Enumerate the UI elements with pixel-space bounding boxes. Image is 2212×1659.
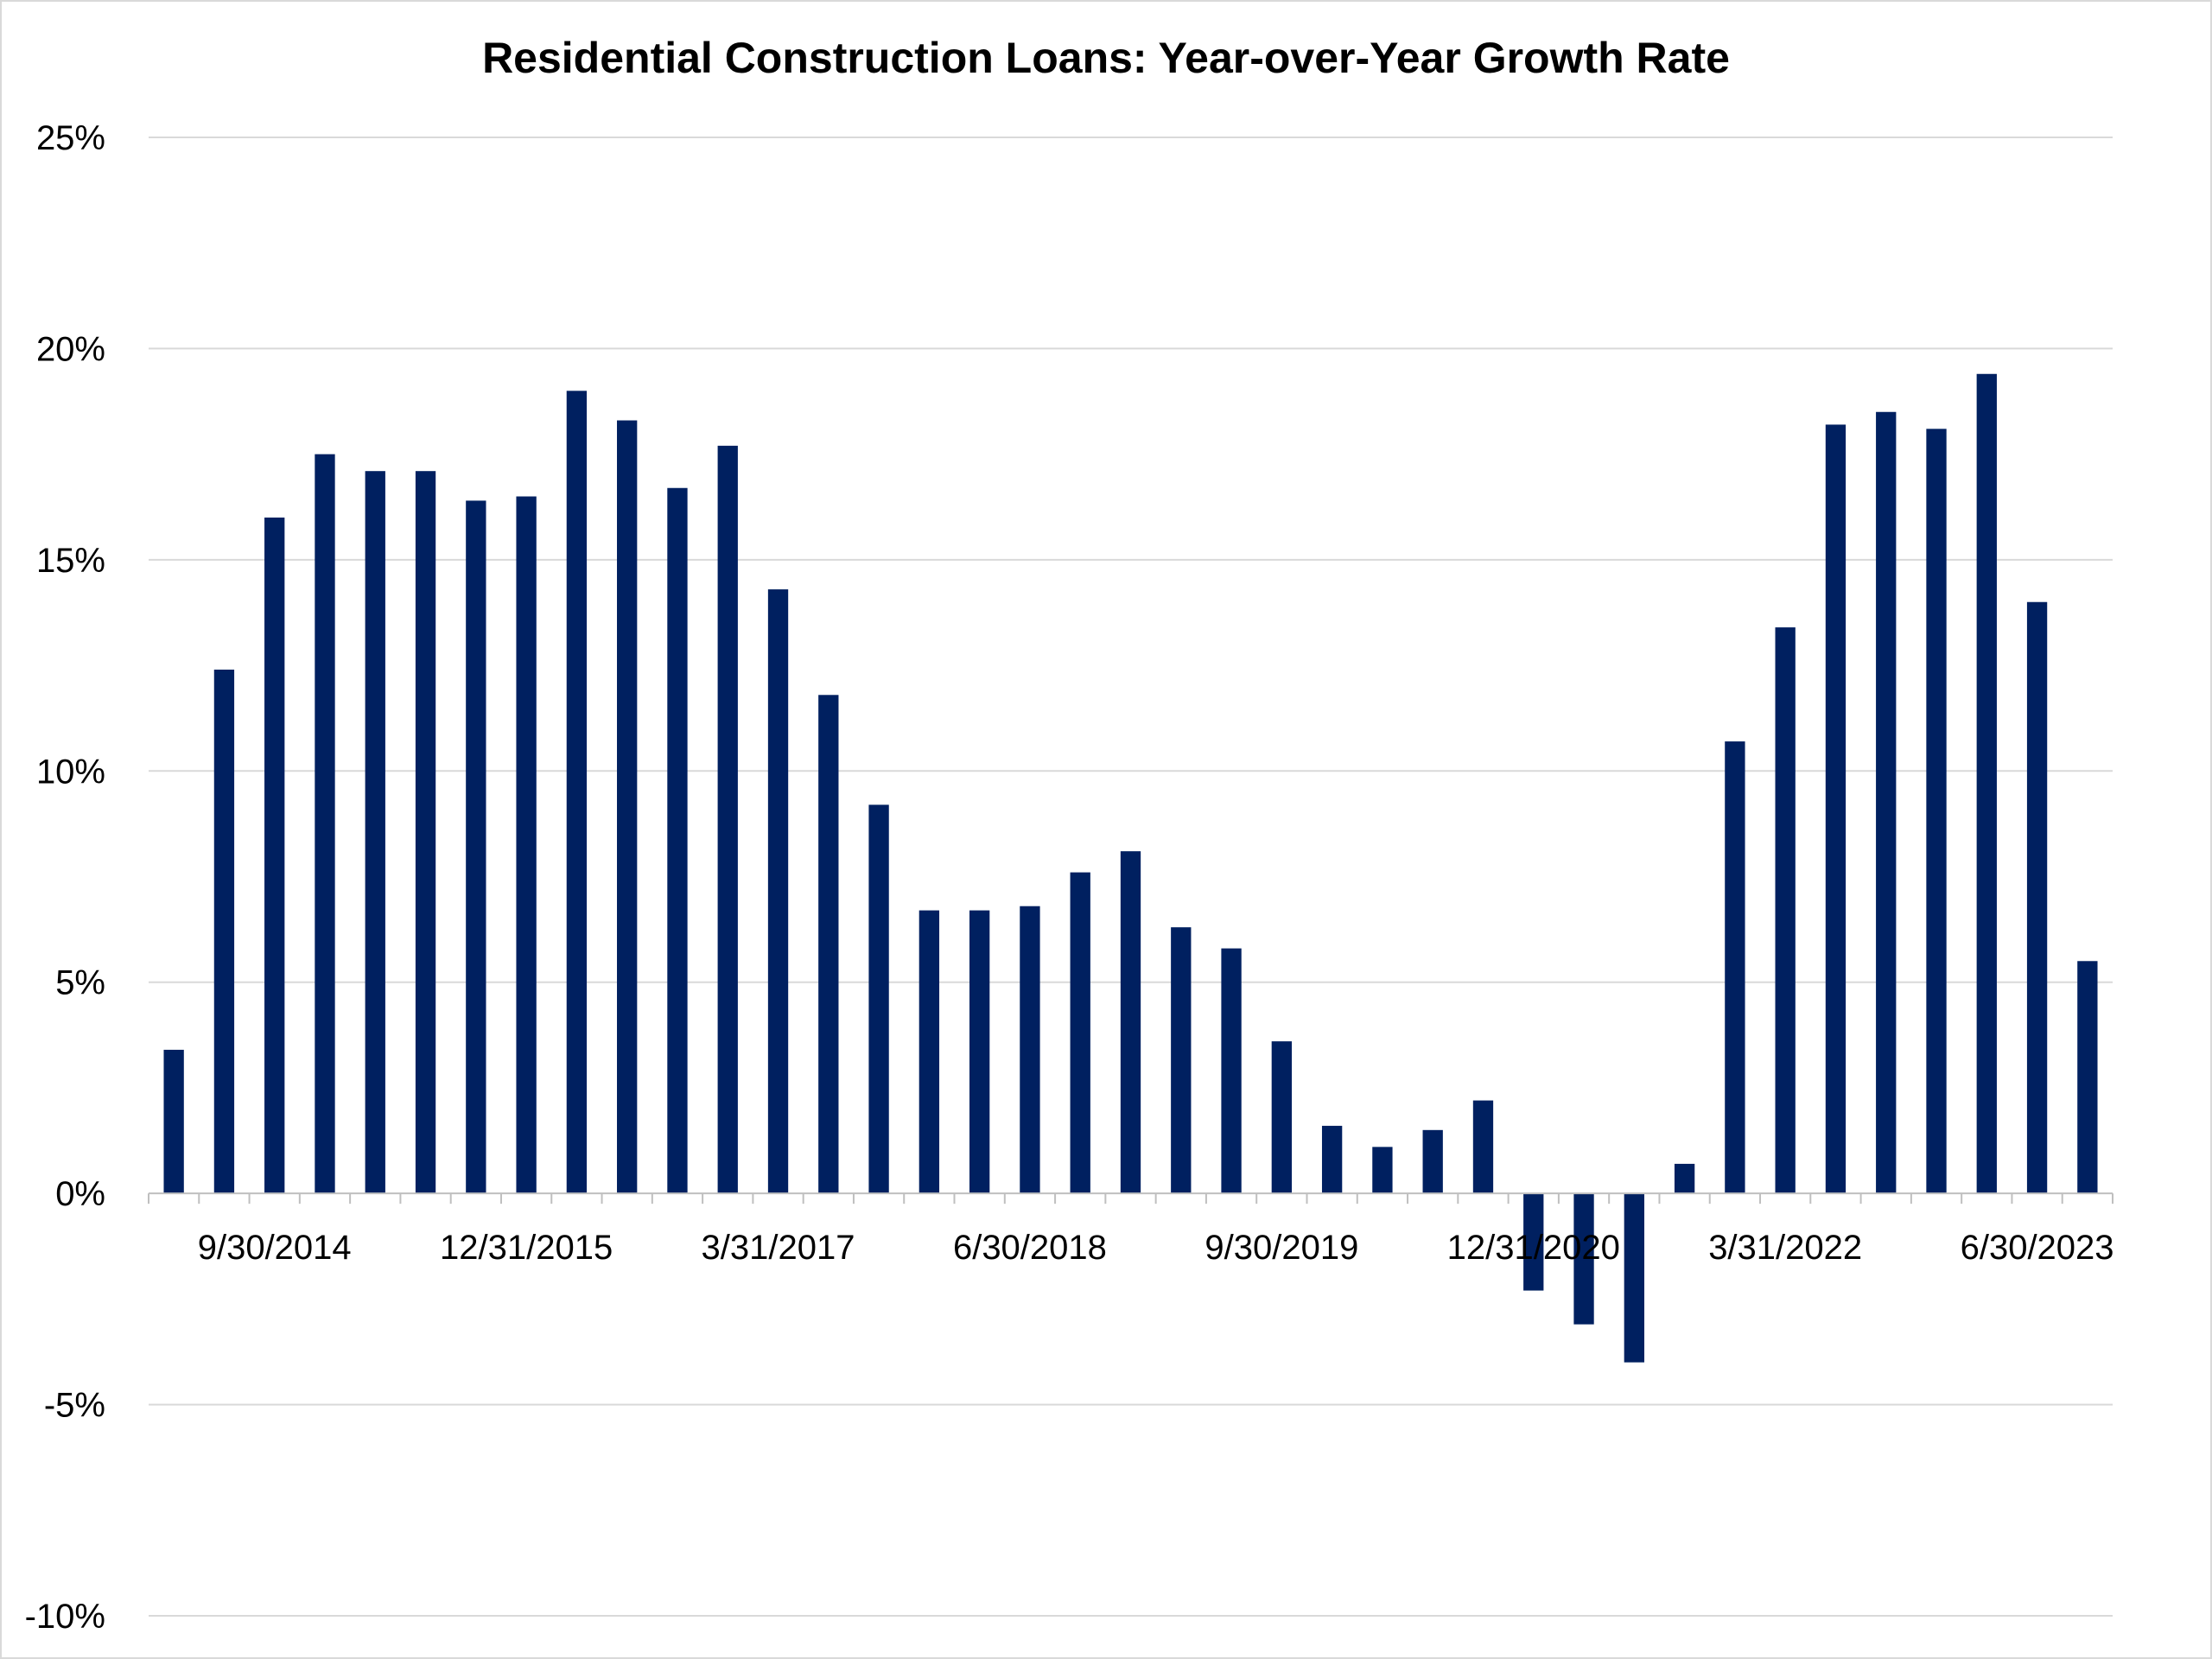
bar <box>1674 1163 1695 1194</box>
bar <box>1321 1125 1343 1194</box>
bar <box>1422 1129 1443 1194</box>
bar <box>1624 1193 1644 1363</box>
x-tick-label: 12/31/2020 <box>1447 1229 1620 1267</box>
bar <box>1472 1100 1494 1194</box>
bar <box>969 910 990 1194</box>
x-tick-label: 3/31/2017 <box>702 1229 855 1267</box>
bar <box>1976 373 1997 1194</box>
y-tick-label: 0% <box>55 1175 105 1213</box>
bar <box>717 445 738 1194</box>
bar <box>315 454 335 1194</box>
bar <box>868 804 889 1194</box>
x-tick-label: 12/31/2015 <box>440 1229 613 1267</box>
bar <box>2077 961 2098 1194</box>
bar <box>1120 851 1141 1194</box>
y-tick-label: 10% <box>36 753 105 791</box>
y-tick-label: 25% <box>36 119 105 157</box>
bar <box>365 471 385 1194</box>
bar <box>1070 872 1090 1194</box>
y-tick-label: 20% <box>36 330 105 368</box>
bar <box>818 695 839 1194</box>
x-tick-label: 9/30/2014 <box>198 1229 352 1267</box>
bar <box>1926 429 1947 1194</box>
x-tick-label: 6/30/2018 <box>953 1229 1107 1267</box>
bar <box>415 471 436 1194</box>
x-tick-label: 6/30/2023 <box>1961 1229 2114 1267</box>
chart-title: Residential Construction Loans: Year-ove… <box>482 34 1730 82</box>
x-axis-tick-labels: 9/30/2014 12/31/2015 3/31/2017 6/30/2018 9/3… <box>198 1229 2114 1267</box>
bar <box>1271 1041 1293 1194</box>
bar <box>1825 424 1847 1194</box>
x-axis <box>148 1192 2113 1205</box>
bar <box>213 669 235 1194</box>
x-tick-label: 3/31/2022 <box>1708 1229 1862 1267</box>
bar <box>1020 906 1040 1194</box>
bar <box>1372 1147 1393 1194</box>
bar <box>1725 741 1745 1194</box>
bar <box>1221 948 1242 1194</box>
bar <box>516 496 537 1194</box>
bar <box>617 420 638 1194</box>
y-tick-label: 15% <box>36 542 105 580</box>
bar <box>1573 1193 1594 1325</box>
bar <box>466 500 486 1194</box>
bar <box>163 1049 184 1194</box>
bar <box>1876 411 1897 1194</box>
bar <box>767 589 789 1194</box>
bar <box>2026 601 2048 1194</box>
bar <box>1171 927 1192 1194</box>
y-tick-label: -5% <box>44 1387 105 1425</box>
y-tick-label: 5% <box>55 964 105 1002</box>
bar <box>264 517 285 1194</box>
bar <box>566 391 588 1194</box>
y-axis-tick-labels: 25% 20% 15% 10% 5% 0% -5% -10% <box>25 119 105 1636</box>
bars <box>163 373 2098 1363</box>
bar <box>1523 1193 1544 1291</box>
bar <box>918 910 940 1194</box>
bar <box>667 487 688 1194</box>
y-tick-label: -10% <box>25 1598 105 1636</box>
x-tick-label: 9/30/2019 <box>1205 1229 1358 1267</box>
bar <box>1775 627 1796 1194</box>
